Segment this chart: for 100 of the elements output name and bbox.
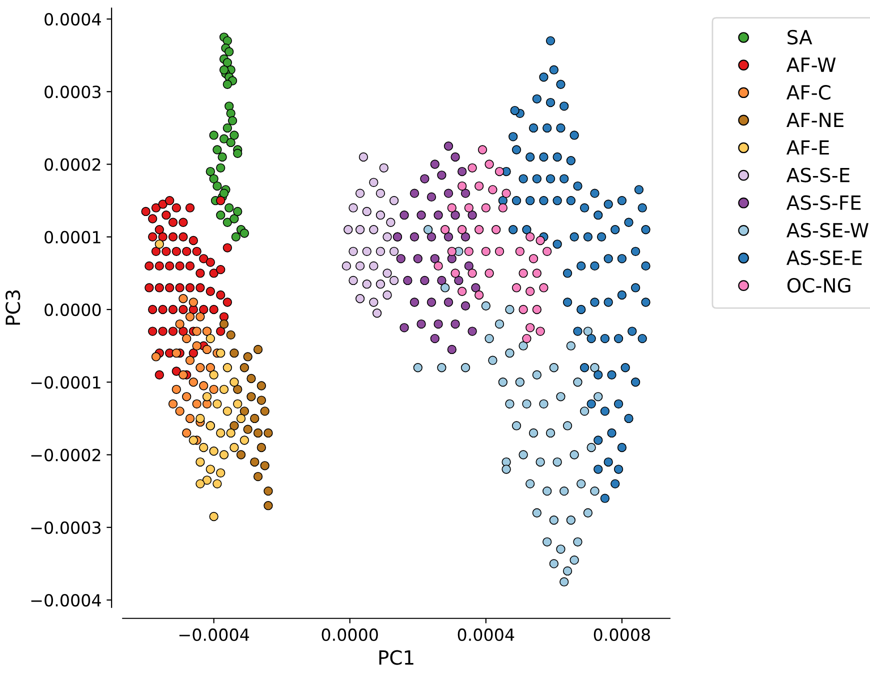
point (549, 363, 559, 372)
point (549, 559, 559, 568)
point (376, 280, 386, 289)
point (206, 363, 216, 372)
point (430, 254, 440, 264)
point (450, 152, 460, 162)
point (468, 210, 477, 220)
legend-label: AS-S-E (786, 168, 850, 182)
point (522, 334, 532, 344)
point (250, 457, 260, 467)
point (224, 102, 234, 111)
point (458, 181, 467, 191)
point (566, 516, 576, 525)
point (243, 424, 252, 434)
x-tick-label: 0.0008 (594, 628, 650, 642)
point (502, 464, 511, 474)
point (464, 261, 474, 271)
point (518, 341, 528, 350)
point (188, 298, 198, 307)
point (342, 261, 352, 271)
point (253, 344, 263, 354)
y-axis-title: PC3 (6, 290, 20, 325)
point (209, 446, 218, 456)
point (413, 254, 422, 264)
point (216, 348, 226, 358)
point (192, 399, 202, 409)
point (512, 421, 522, 430)
point (192, 326, 202, 336)
y-tick-label: −0.0004 (31, 594, 101, 607)
point (376, 210, 386, 220)
point (410, 298, 420, 307)
point (474, 181, 484, 191)
point (182, 334, 192, 344)
point (416, 210, 426, 220)
point (222, 363, 232, 372)
point (434, 210, 443, 220)
point (478, 145, 488, 154)
point (389, 196, 399, 206)
point (546, 428, 556, 438)
point (246, 392, 256, 402)
point (240, 363, 250, 372)
point (264, 428, 273, 438)
point (583, 508, 593, 518)
point (444, 232, 454, 242)
point (396, 254, 406, 264)
point (560, 577, 569, 586)
point (566, 341, 576, 350)
point (264, 486, 273, 496)
point (488, 356, 498, 365)
point (484, 334, 494, 344)
point (236, 414, 246, 424)
point (542, 537, 552, 546)
point (175, 406, 184, 416)
point (206, 334, 216, 344)
point (562, 421, 572, 430)
point (196, 312, 205, 322)
point (362, 246, 372, 256)
x-axis-title: PC1 (379, 650, 414, 665)
point (154, 240, 164, 249)
point (426, 298, 436, 307)
point (216, 468, 226, 478)
point (458, 225, 467, 234)
point (151, 352, 161, 362)
point (206, 166, 216, 176)
point (430, 160, 440, 169)
point (355, 225, 365, 234)
point (556, 392, 566, 402)
point (494, 319, 504, 329)
point (222, 218, 232, 227)
point (542, 486, 552, 496)
point (444, 298, 454, 307)
point (505, 399, 514, 409)
point (440, 225, 450, 234)
point (471, 283, 480, 292)
point (458, 286, 467, 296)
point (505, 348, 514, 358)
point (226, 138, 236, 148)
point (468, 268, 477, 278)
point (219, 319, 229, 329)
point (522, 399, 532, 409)
point (209, 384, 218, 394)
point (230, 130, 239, 140)
point (526, 323, 535, 332)
point (580, 406, 590, 416)
point (196, 363, 205, 372)
point (222, 58, 232, 68)
point (355, 294, 365, 304)
point (502, 188, 511, 198)
point (526, 232, 535, 242)
point (528, 428, 538, 438)
point (369, 261, 378, 271)
point (226, 330, 236, 340)
point (573, 378, 582, 387)
point (526, 286, 535, 296)
point (386, 218, 396, 227)
point (240, 436, 250, 445)
point (576, 479, 586, 488)
point (590, 486, 600, 496)
point (206, 464, 216, 474)
point (552, 457, 562, 467)
